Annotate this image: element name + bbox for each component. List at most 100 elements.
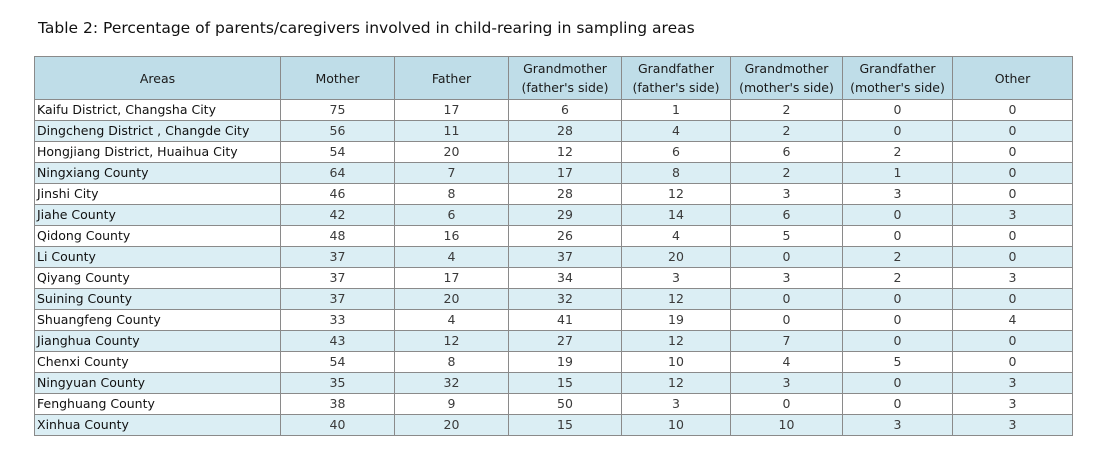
value-cell: 3 <box>952 393 1073 415</box>
value-cell: 0 <box>842 372 953 394</box>
header-label-line1: Grandmother <box>523 61 607 76</box>
value-cell: 6 <box>508 99 622 121</box>
value-cell: 19 <box>621 309 731 331</box>
area-name-cell: Qidong County <box>34 225 281 247</box>
header-label-line1: Mother <box>315 70 360 86</box>
value-cell: 3 <box>952 372 1073 394</box>
value-cell: 16 <box>394 225 509 247</box>
area-name-cell: Li County <box>34 246 281 268</box>
table-title: Table 2: Percentage of parents/caregiver… <box>38 19 695 37</box>
value-cell: 0 <box>842 330 953 352</box>
table-row: Chenxi County 54 8 19 10 4 5 0 <box>34 351 1073 373</box>
child-rearing-table: Areas Mother Father Grandmother (father's si… <box>34 56 1073 436</box>
value-cell: 0 <box>952 225 1073 247</box>
value-cell: 17 <box>394 99 509 121</box>
header-grandmother-mother-side: Grandmother (mother's side) <box>730 56 843 100</box>
value-cell: 19 <box>508 351 622 373</box>
value-cell: 3 <box>730 372 843 394</box>
value-cell: 17 <box>394 267 509 289</box>
table-row: Shuangfeng County 33 4 41 19 0 0 4 <box>34 309 1073 331</box>
value-cell: 2 <box>730 120 843 142</box>
area-name-cell: Jinshi City <box>34 183 281 205</box>
value-cell: 0 <box>730 288 843 310</box>
value-cell: 0 <box>842 204 953 226</box>
value-cell: 0 <box>952 330 1073 352</box>
value-cell: 56 <box>280 120 395 142</box>
value-cell: 20 <box>621 246 731 268</box>
value-cell: 48 <box>280 225 395 247</box>
table-row: Jinshi City 46 8 28 12 3 3 0 <box>34 183 1073 205</box>
value-cell: 20 <box>394 288 509 310</box>
area-name-cell: Suining County <box>34 288 281 310</box>
value-cell: 0 <box>842 393 953 415</box>
value-cell: 0 <box>730 393 843 415</box>
value-cell: 34 <box>508 267 622 289</box>
value-cell: 37 <box>280 246 395 268</box>
area-name-cell: Hongjiang District, Huaihua City <box>34 141 281 163</box>
value-cell: 0 <box>952 99 1073 121</box>
area-name-cell: Chenxi County <box>34 351 281 373</box>
value-cell: 0 <box>952 162 1073 184</box>
table-body: Kaifu District, Changsha City 75 17 6 1 2 0 0 Di… <box>34 99 1073 436</box>
table-row: Xinhua County 40 20 15 10 10 3 3 <box>34 414 1073 436</box>
value-cell: 12 <box>394 330 509 352</box>
value-cell: 43 <box>280 330 395 352</box>
value-cell: 6 <box>730 204 843 226</box>
value-cell: 28 <box>508 120 622 142</box>
value-cell: 8 <box>394 183 509 205</box>
header-grandfather-mother-side: Grandfather (mother's side) <box>842 56 953 100</box>
value-cell: 5 <box>842 351 953 373</box>
value-cell: 6 <box>621 141 731 163</box>
value-cell: 5 <box>730 225 843 247</box>
table-row: Hongjiang District, Huaihua City 54 20 12 6 6… <box>34 141 1073 163</box>
value-cell: 41 <box>508 309 622 331</box>
value-cell: 38 <box>280 393 395 415</box>
value-cell: 12 <box>621 183 731 205</box>
value-cell: 11 <box>394 120 509 142</box>
value-cell: 6 <box>394 204 509 226</box>
area-name-cell: Ningxiang County <box>34 162 281 184</box>
value-cell: 7 <box>730 330 843 352</box>
area-name-cell: Dingcheng District , Changde City <box>34 120 281 142</box>
value-cell: 2 <box>730 99 843 121</box>
value-cell: 14 <box>621 204 731 226</box>
area-name-cell: Ningyuan County <box>34 372 281 394</box>
value-cell: 0 <box>952 246 1073 268</box>
value-cell: 50 <box>508 393 622 415</box>
value-cell: 37 <box>280 288 395 310</box>
value-cell: 0 <box>730 246 843 268</box>
value-cell: 32 <box>394 372 509 394</box>
area-name-cell: Xinhua County <box>34 414 281 436</box>
table-row: Li County 37 4 37 20 0 2 0 <box>34 246 1073 268</box>
value-cell: 1 <box>621 99 731 121</box>
value-cell: 54 <box>280 141 395 163</box>
header-label-line1: Areas <box>139 70 176 86</box>
value-cell: 12 <box>508 141 622 163</box>
table-row: Suining County 37 20 32 12 0 0 0 <box>34 288 1073 310</box>
value-cell: 35 <box>280 372 395 394</box>
value-cell: 0 <box>842 309 953 331</box>
value-cell: 4 <box>621 225 731 247</box>
value-cell: 37 <box>280 267 395 289</box>
table-row: Fenghuang County 38 9 50 3 0 0 3 <box>34 393 1073 415</box>
value-cell: 1 <box>842 162 953 184</box>
header-row: Areas Mother Father Grandmother (father's si… <box>34 56 1073 100</box>
value-cell: 64 <box>280 162 395 184</box>
value-cell: 2 <box>842 267 953 289</box>
value-cell: 33 <box>280 309 395 331</box>
value-cell: 4 <box>394 309 509 331</box>
value-cell: 12 <box>621 372 731 394</box>
area-name-cell: Qiyang County <box>34 267 281 289</box>
value-cell: 20 <box>394 141 509 163</box>
value-cell: 8 <box>621 162 731 184</box>
area-name-cell: Jianghua County <box>34 330 281 352</box>
value-cell: 3 <box>621 393 731 415</box>
value-cell: 2 <box>842 246 953 268</box>
value-cell: 3 <box>952 267 1073 289</box>
table-row: Dingcheng District , Changde City 56 11 28 4… <box>34 120 1073 142</box>
header-other: Other <box>952 56 1073 100</box>
header-label-line2: (mother's side) <box>850 80 945 95</box>
value-cell: 10 <box>730 414 843 436</box>
header-label-line2: (father's side) <box>632 80 720 95</box>
header-label-line1: Grandfather <box>637 61 715 76</box>
